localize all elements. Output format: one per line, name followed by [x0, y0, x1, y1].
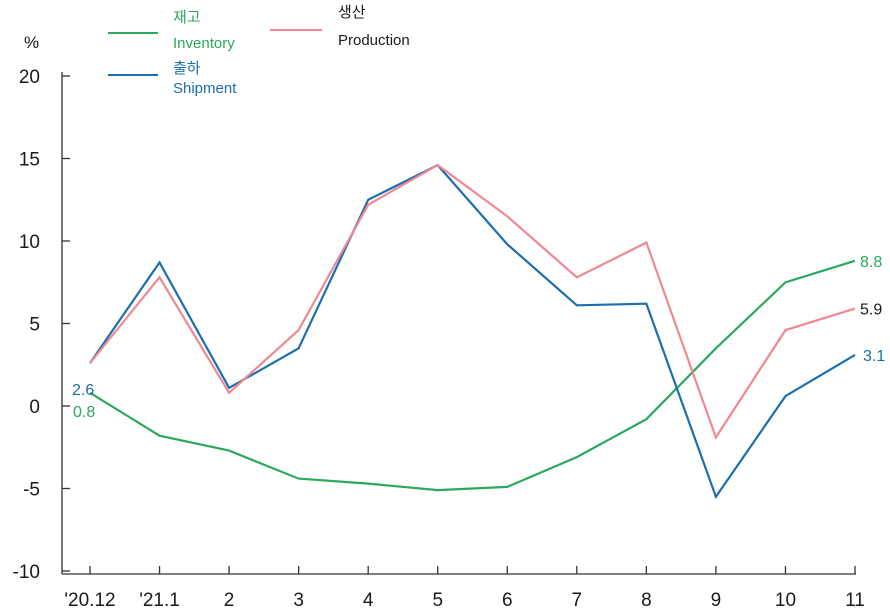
y-unit-label: %	[24, 33, 39, 52]
legend-label-production-ko: 생산	[338, 4, 366, 21]
series-lines	[89, 163, 856, 500]
x-tick-label: '21.1	[139, 590, 180, 611]
x-tick-label: 11	[845, 590, 865, 611]
data-label-first-shipment: 2.6	[72, 382, 94, 399]
legend: 재고 Inventory 생산 Production 출하 Shipment	[108, 4, 410, 97]
y-ticks: -10 -5 0 5 10 15 20	[13, 67, 70, 583]
legend-label-production-en: Production	[338, 32, 410, 49]
legend-label-shipment-en: Shipment	[173, 80, 237, 97]
y-tick-label: 20	[19, 67, 40, 88]
y-tick-label: 15	[19, 150, 40, 171]
x-tick-label: 7	[572, 590, 583, 611]
y-tick-label: 0	[29, 397, 40, 418]
x-tick-label: 10	[775, 590, 796, 611]
x-tick-label: 6	[502, 590, 513, 611]
x-tick-label: '20.12	[64, 590, 115, 611]
legend-label-shipment-ko: 출하	[173, 60, 201, 77]
legend-label-inventory-ko: 재고	[173, 9, 201, 26]
x-tick-label: 3	[293, 590, 304, 611]
x-tick-label: 4	[363, 590, 374, 611]
y-tick-label: 5	[29, 315, 40, 336]
series-line-shipment	[89, 163, 856, 500]
x-tick-label: 9	[711, 590, 722, 611]
series-line-production	[89, 163, 856, 440]
legend-label-inventory-en: Inventory	[173, 35, 235, 52]
data-label-last-inventory: 8.8	[860, 254, 882, 271]
data-label-last-production: 5.9	[860, 302, 882, 319]
y-tick-label: 10	[19, 232, 40, 253]
y-tick-label: -10	[13, 562, 40, 583]
x-tick-label: 8	[641, 590, 652, 611]
x-tick-label: 5	[432, 590, 443, 611]
data-labels: 2.6 0.8 8.8 5.9 3.1	[72, 254, 885, 421]
data-label-first-inventory: 0.8	[73, 404, 95, 421]
y-tick-label: -5	[23, 480, 40, 501]
x-ticks: '20.12 '21.1 2 3 4 5 6 7 8 9 10 11	[64, 566, 865, 611]
series-line-inventory	[89, 259, 856, 492]
x-tick-label: 2	[224, 590, 235, 611]
data-label-last-shipment: 3.1	[863, 348, 885, 365]
